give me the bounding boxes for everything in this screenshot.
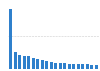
Bar bbox=[63, 63, 66, 69]
Bar bbox=[86, 64, 89, 69]
Bar bbox=[54, 63, 57, 69]
Bar bbox=[40, 60, 44, 69]
Bar bbox=[9, 9, 12, 69]
Bar bbox=[72, 64, 76, 69]
Bar bbox=[14, 52, 17, 69]
Bar bbox=[68, 64, 71, 69]
Bar bbox=[27, 56, 30, 69]
Bar bbox=[45, 61, 48, 69]
Bar bbox=[32, 58, 35, 69]
Bar bbox=[81, 64, 84, 69]
Bar bbox=[36, 59, 39, 69]
Bar bbox=[22, 56, 26, 69]
Bar bbox=[90, 65, 94, 69]
Bar bbox=[18, 55, 21, 69]
Bar bbox=[77, 64, 80, 69]
Bar bbox=[50, 62, 53, 69]
Bar bbox=[95, 65, 98, 69]
Bar bbox=[59, 63, 62, 69]
